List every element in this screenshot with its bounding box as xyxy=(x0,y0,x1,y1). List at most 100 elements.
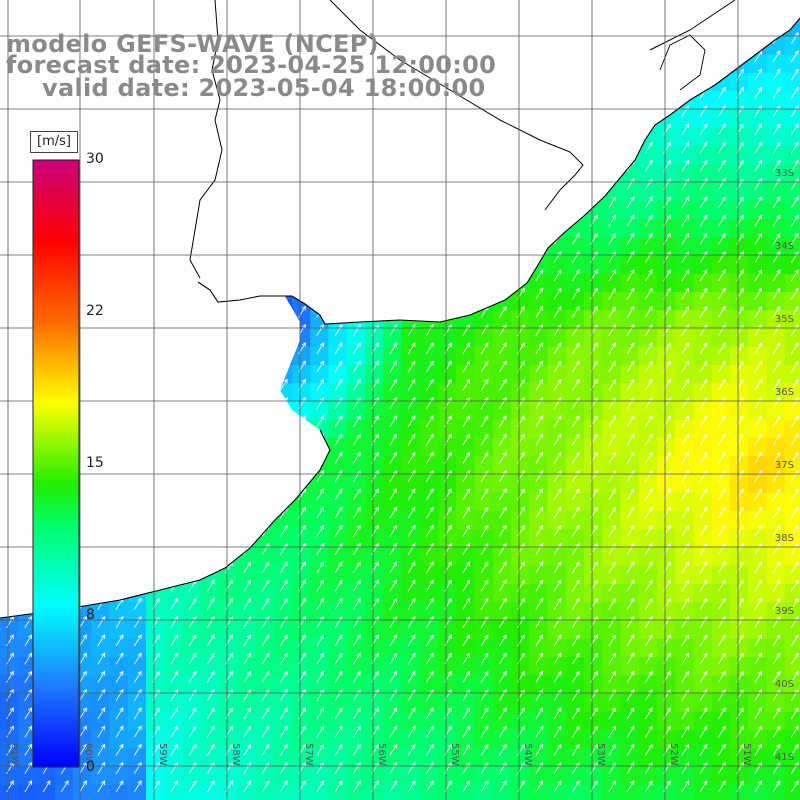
wind-cell xyxy=(255,584,275,603)
wind-cell xyxy=(602,711,622,731)
wind-cell xyxy=(675,383,695,403)
wind-cell xyxy=(766,419,786,439)
wind-cell xyxy=(200,675,220,695)
wind-arrow xyxy=(644,269,653,282)
wind-cell xyxy=(164,602,184,622)
wind-cell xyxy=(474,346,494,366)
wind-arrow xyxy=(717,86,726,99)
wind-arrow xyxy=(772,360,781,373)
wind-cell xyxy=(146,638,165,658)
wind-cell xyxy=(675,730,695,749)
wind-arrow xyxy=(462,524,471,537)
wind-cell xyxy=(292,620,311,640)
wind-cell xyxy=(273,565,293,585)
wind-cell xyxy=(511,511,530,530)
wind-arrow xyxy=(498,415,507,428)
wind-cell xyxy=(638,237,658,257)
wind-cell xyxy=(711,766,731,786)
wind-cell xyxy=(584,255,603,275)
wind-cell xyxy=(346,401,366,421)
wind-cell xyxy=(784,200,800,220)
wind-cell xyxy=(91,675,111,695)
wind-cell xyxy=(456,584,476,603)
wind-cell xyxy=(474,474,494,494)
wind-arrow xyxy=(790,214,799,227)
wind-arrow xyxy=(699,780,708,793)
wind-arrow xyxy=(626,506,635,519)
wind-arrow xyxy=(188,597,197,610)
wind-arrow xyxy=(535,524,544,537)
wind-arrow xyxy=(279,725,288,738)
wind-cell xyxy=(164,784,184,800)
wind-arrow xyxy=(316,524,325,537)
wind-cell xyxy=(602,657,622,676)
wind-cell xyxy=(784,401,800,421)
wind-cell xyxy=(657,657,676,676)
wind-cell xyxy=(584,602,603,622)
wind-arrow xyxy=(717,433,726,446)
wind-cell xyxy=(365,784,384,800)
wind-arrow xyxy=(389,652,398,665)
wind-cell xyxy=(657,675,676,695)
wind-arrow xyxy=(389,688,398,702)
wind-arrow xyxy=(188,743,197,756)
wind-arrow xyxy=(480,615,489,629)
wind-cell xyxy=(109,730,129,749)
wind-cell xyxy=(237,602,257,622)
wind-cell xyxy=(365,401,384,421)
wind-cell xyxy=(255,766,275,786)
wind-arrow xyxy=(772,561,781,574)
wind-arrow xyxy=(316,323,325,337)
wind-cell xyxy=(711,383,731,403)
wind-cell xyxy=(456,346,476,366)
wind-cell xyxy=(438,529,457,549)
wind-cell xyxy=(419,547,439,567)
longitude-label: 54W xyxy=(522,743,533,766)
wind-cell xyxy=(547,602,567,622)
wind-arrow xyxy=(425,360,434,373)
wind-cell xyxy=(0,693,19,713)
wind-arrow xyxy=(699,378,708,391)
wind-arrow xyxy=(316,506,325,519)
wind-arrow xyxy=(389,597,398,610)
wind-arrow xyxy=(535,743,544,756)
wind-arrow xyxy=(644,670,653,683)
wind-arrow xyxy=(115,652,124,665)
wind-cell xyxy=(273,730,293,749)
wind-cell xyxy=(584,365,603,384)
wind-cell xyxy=(620,784,640,800)
wind-cell xyxy=(255,602,275,622)
wind-cell xyxy=(657,638,676,658)
wind-cell xyxy=(730,73,749,92)
wind-arrow xyxy=(626,269,635,282)
wind-arrow xyxy=(97,634,106,647)
wind-cell xyxy=(766,784,786,800)
wind-cell xyxy=(474,602,494,622)
wind-arrow xyxy=(97,780,106,793)
wind-cell xyxy=(474,310,494,330)
wind-cell xyxy=(766,730,786,749)
wind-cell xyxy=(730,365,749,384)
wind-arrow xyxy=(243,707,252,720)
wind-arrow xyxy=(279,542,288,556)
wind-cell xyxy=(365,547,384,567)
wind-cell xyxy=(401,584,421,603)
wind-arrow xyxy=(644,342,653,355)
wind-arrow xyxy=(772,214,781,227)
wind-cell xyxy=(602,237,622,257)
wind-arrow xyxy=(334,378,343,391)
wind-cell xyxy=(565,584,585,603)
wind-cell xyxy=(766,200,786,220)
wind-arrow xyxy=(243,780,252,793)
wind-arrow xyxy=(389,342,398,355)
wind-arrow xyxy=(352,597,361,610)
wind-cell xyxy=(438,383,457,403)
wind-arrow xyxy=(407,415,416,428)
wind-arrow xyxy=(717,250,726,264)
coastline xyxy=(197,17,800,325)
wind-arrow xyxy=(535,761,544,775)
wind-arrow xyxy=(717,579,726,592)
wind-cell xyxy=(675,237,695,257)
wind-arrow xyxy=(681,141,690,154)
wind-cell xyxy=(748,492,768,512)
